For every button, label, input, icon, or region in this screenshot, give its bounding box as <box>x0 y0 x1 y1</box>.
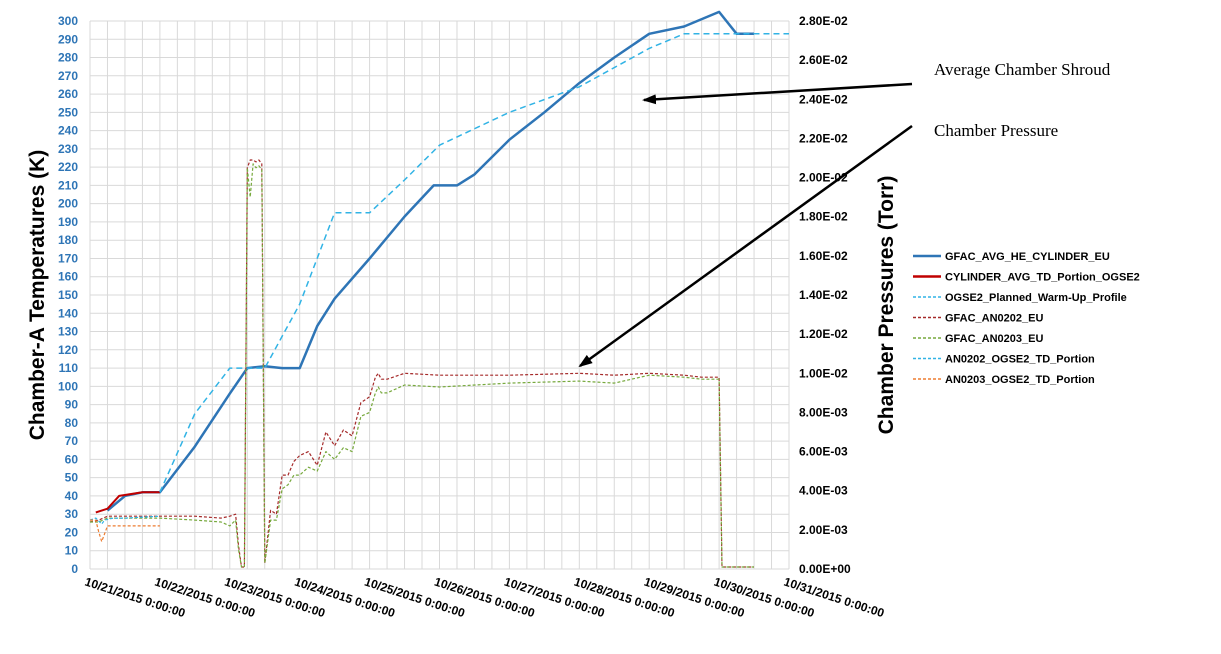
y-left-tick-label: 40 <box>65 489 79 503</box>
y-left-tick-label: 50 <box>65 471 79 485</box>
y-left-tick-label: 100 <box>58 379 78 393</box>
y-left-tick-label: 0 <box>71 562 78 576</box>
y-left-tick-label: 130 <box>58 325 78 339</box>
series-line-an0203-ogse2-td-portion <box>90 519 160 543</box>
y-right-tick-label: 6.00E-03 <box>799 445 848 459</box>
y-left-tick-label: 280 <box>58 51 78 65</box>
annotation-average-chamber-shroud: Average Chamber Shroud <box>934 60 1111 79</box>
y-left-tick-label: 60 <box>65 452 79 466</box>
legend-label: GFAC_AN0202_EU <box>945 313 1043 325</box>
y-right-tick-label: 1.20E-02 <box>799 327 848 341</box>
legend-label: OGSE2_Planned_Warm-Up_Profile <box>945 292 1127 304</box>
series-layer <box>89 10 789 568</box>
y-left-tick-label: 120 <box>58 343 78 357</box>
y-right-tick-label: 8.00E-03 <box>799 405 848 419</box>
y-right-tick-label: 2.40E-02 <box>799 92 848 106</box>
y-left-tick-label: 300 <box>58 14 78 28</box>
grid-layer <box>89 20 790 570</box>
y-left-tick-label: 10 <box>65 544 79 558</box>
legend-label: AN0203_OGSE2_TD_Portion <box>945 374 1095 386</box>
y-right-tick-label: 2.00E-03 <box>799 523 848 537</box>
annotations: Average Chamber Shroud Chamber Pressure <box>578 60 1111 368</box>
y-right-tick-label: 1.40E-02 <box>799 288 848 302</box>
y-left-tick-label: 290 <box>58 32 78 46</box>
series-line-ogse2-planned-warm-up-profile <box>159 33 789 493</box>
annotation-arrow-pressure <box>578 124 913 368</box>
y-left-tick-label: 140 <box>58 306 78 320</box>
series-line-an0202-ogse2-td-portion <box>89 515 160 525</box>
legend-label: GFAC_AVG_HE_CYLINDER_EU <box>945 251 1110 263</box>
y-right-tick-label: 0.00E+00 <box>799 562 851 576</box>
y-left-tick-label: 230 <box>58 142 78 156</box>
y-left-tick-label: 200 <box>58 197 78 211</box>
y-left-tick-label: 30 <box>65 507 79 521</box>
y-left-axis-title: Chamber-A Temperatures (K) <box>26 150 49 441</box>
y-right-tick-label: 1.00E-02 <box>799 366 848 380</box>
y-left-tick-label: 240 <box>58 124 78 138</box>
y-right-tick-label: 2.20E-02 <box>799 131 848 145</box>
y-left-tick-label: 170 <box>58 251 78 265</box>
series-line-gfac-an0202-eu <box>89 159 754 568</box>
y-right-tick-label: 1.60E-02 <box>799 249 848 263</box>
axis-layer: 0 10 20 30 40 50 60 70 80 90 100 110 120 130 140 150 160… <box>26 14 898 620</box>
y-left-tick-label: 70 <box>65 434 79 448</box>
series-line-gfac-avg-he-cylinder-eu <box>106 10 754 512</box>
y-right-tick-label: 1.80E-02 <box>799 210 848 224</box>
y-left-tick-label: 160 <box>58 270 78 284</box>
y-left-tick-label: 180 <box>58 233 78 247</box>
series-line-cylinder-avg-td-portion-ogse2 <box>95 491 160 514</box>
legend: GFAC_AVG_HE_CYLINDER_EU CYLINDER_AVG_TD_P… <box>913 251 1140 386</box>
y-left-tick-label: 250 <box>58 105 78 119</box>
y-left-tick-label: 210 <box>58 178 78 192</box>
y-left-tick-label: 150 <box>58 288 78 302</box>
series-line-gfac-an0203-eu <box>90 163 754 568</box>
y-left-tick-label: 260 <box>58 87 78 101</box>
y-left-tick-label: 220 <box>58 160 78 174</box>
legend-label: CYLINDER_AVG_TD_Portion_OGSE2 <box>945 272 1140 284</box>
y-left-tick-label: 80 <box>65 416 79 430</box>
y-left-tick-label: 110 <box>59 361 79 375</box>
annotation-arrow-shroud <box>642 82 913 105</box>
y-left-tick-label: 270 <box>58 69 78 83</box>
y-right-axis-title: Chamber Pressures (Torr) <box>875 176 898 435</box>
annotation-chamber-pressure: Chamber Pressure <box>934 121 1058 140</box>
y-left-tick-label: 190 <box>58 215 78 229</box>
y-right-tick-label: 4.00E-03 <box>799 484 848 498</box>
y-right-tick-label: 2.60E-02 <box>799 53 848 67</box>
y-right-tick-label: 2.80E-02 <box>799 14 848 28</box>
y-left-tick-label: 20 <box>65 525 79 539</box>
legend-label: AN0202_OGSE2_TD_Portion <box>945 354 1095 366</box>
legend-label: GFAC_AN0203_EU <box>945 333 1043 345</box>
y-left-tick-label: 90 <box>65 398 79 412</box>
